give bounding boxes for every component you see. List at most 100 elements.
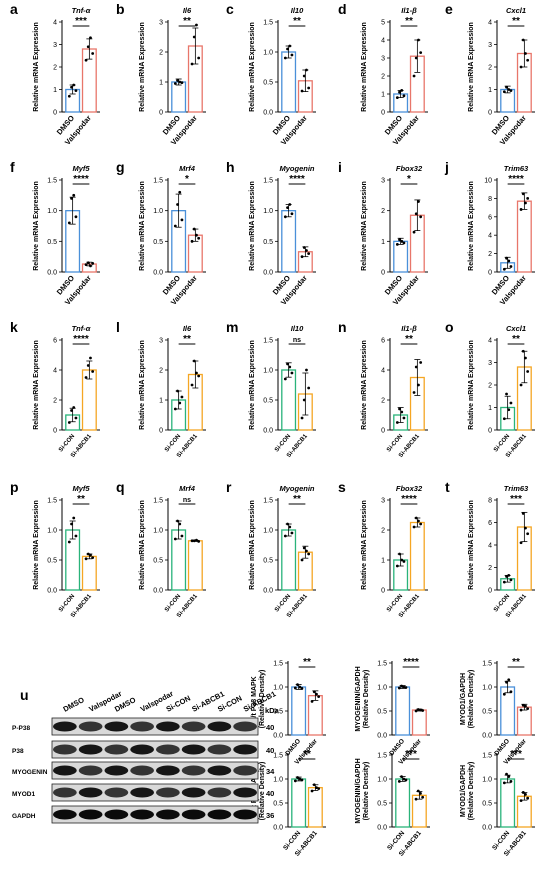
data-point: [67, 540, 71, 544]
data-point: [307, 552, 311, 556]
panel-letter: p: [10, 479, 19, 495]
data-point: [173, 407, 177, 411]
blot-band: [78, 744, 103, 755]
y-tick-label: 0.0: [47, 270, 57, 277]
data-point: [417, 383, 420, 387]
bar-panel-c: 0.00.51.01.5DMSOValspodar**Il10cRelative…: [226, 1, 316, 147]
bar: [395, 686, 411, 736]
data-point: [72, 83, 76, 87]
y-tick-label: 0.5: [263, 398, 273, 405]
blot-band: [78, 787, 103, 798]
data-point: [502, 692, 506, 696]
bar-panel-g: 0.00.51.01.5DMSOValspodar*Mrf4gRelative …: [116, 159, 206, 307]
data-point: [178, 401, 182, 405]
y-axis-label: Relative mRNA Expression: [33, 340, 40, 430]
data-point: [288, 525, 292, 529]
data-point: [521, 38, 525, 42]
y-tick-label: 1.5: [153, 178, 163, 185]
data-point: [519, 708, 523, 712]
y-axis-label: Relative mRNA Expression: [361, 340, 368, 430]
significance-label: **: [512, 657, 520, 668]
y-tick-label: 1: [381, 558, 385, 565]
y-axis-label: MYOGENIN/GAPDH: [355, 666, 362, 731]
data-point: [421, 795, 425, 799]
data-point: [519, 799, 523, 802]
blot-strip: [51, 805, 259, 824]
y-tick-label: 0: [381, 270, 385, 277]
y-axis-label: Relative mRNA Expression: [249, 181, 256, 271]
blot-strip: [51, 717, 259, 736]
blot-strip: [51, 761, 259, 780]
data-point: [72, 193, 76, 197]
data-point: [302, 246, 306, 249]
y-tick-label: 0: [381, 428, 385, 435]
significance-label: **: [512, 16, 520, 27]
gene-title: Myogenin: [280, 164, 315, 173]
data-point: [507, 408, 511, 412]
y-tick-label: 0: [159, 110, 163, 117]
panel-letter: t: [445, 479, 450, 495]
y-tick-label: 3: [488, 360, 492, 367]
data-point: [402, 777, 406, 781]
y-tick-label: 1.5: [263, 338, 273, 345]
gene-title: Tnf-α: [72, 6, 91, 15]
data-point: [310, 789, 314, 793]
blot-band: [130, 787, 154, 798]
bar-panel-r: 0.00.51.01.5Si-CONSi-ABCB1**MyogeninrRel…: [226, 479, 316, 619]
significance-label: ***: [75, 16, 87, 27]
y-tick-label: 0.0: [263, 428, 273, 435]
protein-label: GAPDH: [12, 813, 36, 820]
y-tick-label: 1: [159, 398, 163, 405]
data-point: [526, 707, 530, 710]
blot-band: [104, 787, 129, 798]
y-tick-label: 4: [488, 233, 492, 240]
y-tick-label: 2: [381, 528, 385, 535]
bar: [281, 369, 297, 431]
y-tick-label: 1.5: [263, 178, 273, 185]
data-point: [197, 540, 201, 543]
blot-band: [156, 809, 180, 820]
y-tick-label: 6: [53, 338, 57, 345]
panel-letter: b: [116, 1, 125, 17]
y-axis-label: Relative mRNA Expression: [33, 22, 40, 112]
gene-title: Mrf4: [179, 164, 196, 173]
data-point: [412, 230, 416, 234]
blot-band: [130, 744, 154, 755]
data-point: [298, 685, 302, 689]
data-point: [176, 203, 179, 206]
y-axis-label: (Relative Density): [468, 670, 475, 729]
bar: [516, 200, 532, 273]
blot-band: [207, 744, 232, 755]
data-point: [419, 522, 423, 526]
data-point: [305, 368, 308, 372]
y-tick-label: 1: [488, 405, 492, 412]
data-point: [283, 534, 287, 538]
data-point: [302, 74, 306, 78]
data-point: [197, 236, 201, 240]
data-point: [402, 241, 406, 245]
data-point: [300, 558, 304, 562]
y-axis-label: MYOGENIN/GAPDH: [355, 758, 362, 823]
y-tick-label: 1.0: [153, 208, 163, 215]
data-point: [70, 522, 73, 526]
bar: [393, 240, 409, 273]
data-point: [195, 233, 198, 237]
blot-band: [78, 721, 103, 732]
data-point: [395, 421, 399, 424]
significance-label: **: [405, 16, 413, 27]
data-point: [412, 391, 416, 394]
data-point: [421, 709, 425, 712]
data-point: [180, 534, 184, 538]
data-point: [74, 534, 78, 538]
y-axis-label: Relative mRNA Expression: [249, 500, 256, 590]
data-point: [419, 792, 422, 795]
data-point: [180, 395, 184, 399]
data-point: [305, 549, 308, 553]
blot-band: [156, 744, 180, 755]
data-point: [288, 203, 292, 206]
data-point: [400, 239, 404, 243]
data-point: [190, 62, 194, 66]
